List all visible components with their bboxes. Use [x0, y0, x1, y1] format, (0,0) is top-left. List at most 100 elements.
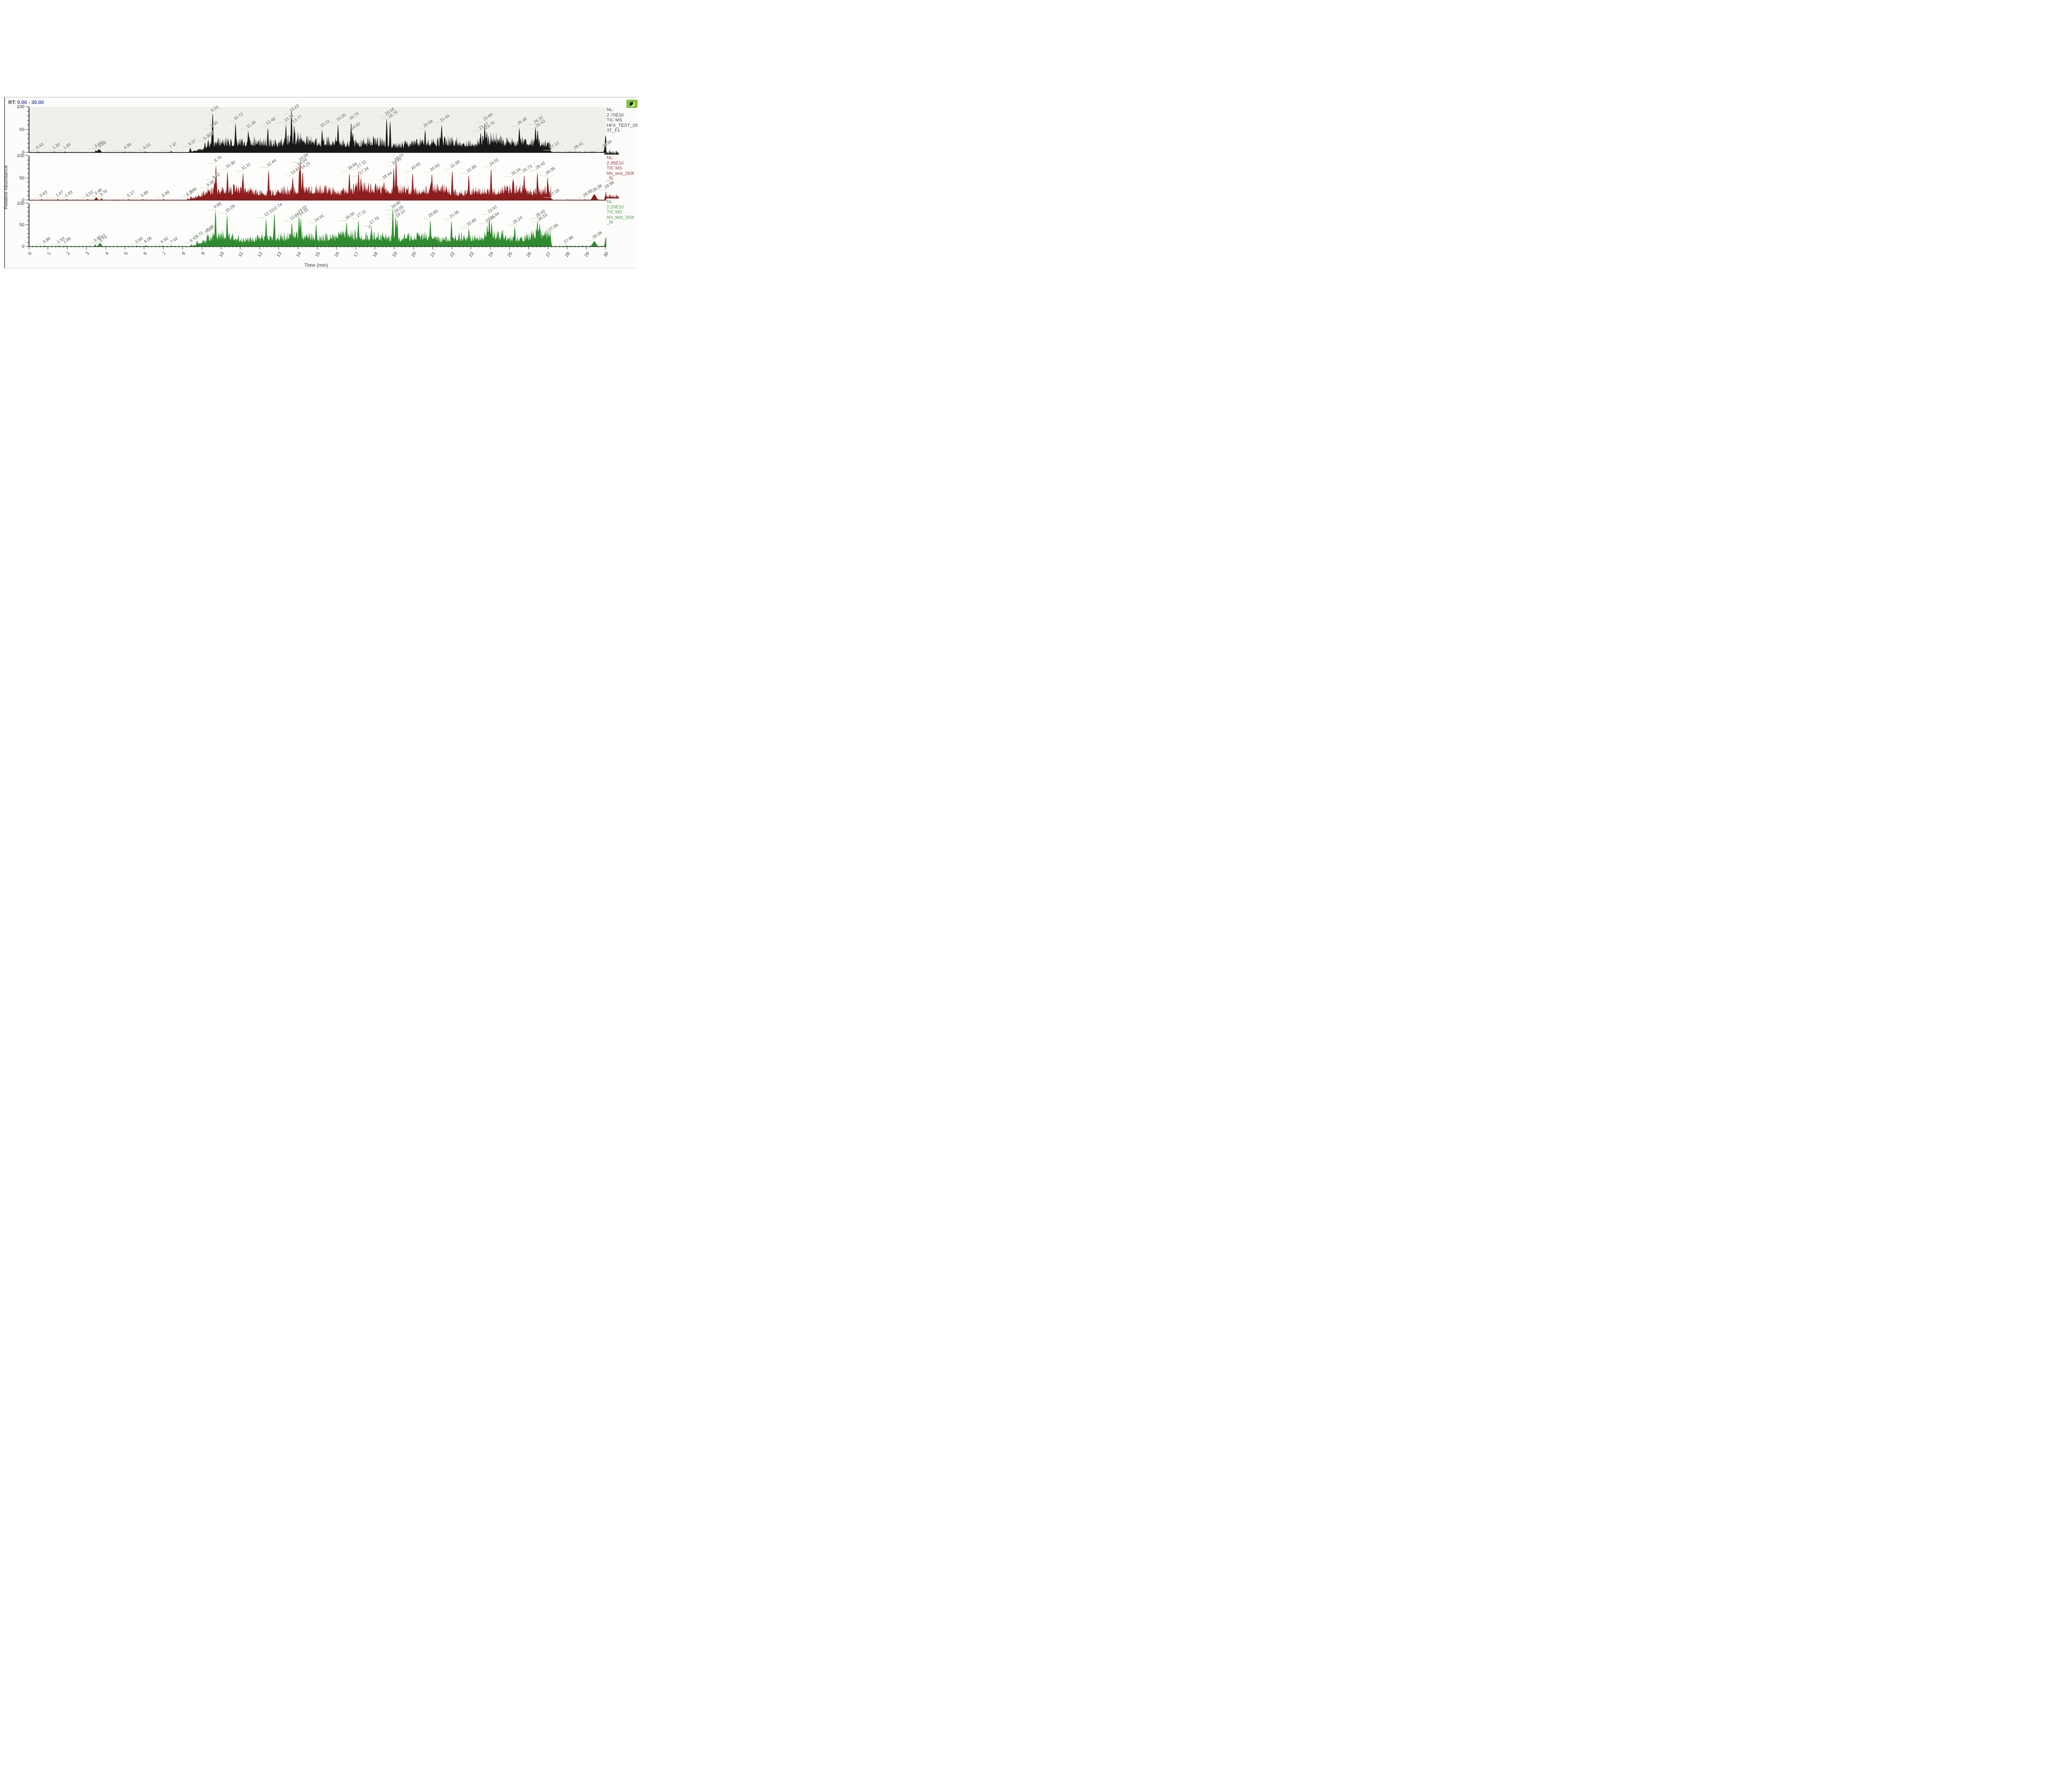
peak-label: 24.01: [489, 157, 500, 167]
x-tick: [190, 246, 191, 247]
tic-pane-1[interactable]: 0 50 100 0.43 1.30 1.85 3.46 3.61 3.69 4.99 6.01 7.…: [17, 104, 613, 155]
peak-leader-line: [422, 218, 430, 219]
peak-leader-line: [295, 170, 303, 171]
x-tick: [382, 246, 383, 247]
annotation-pane-1: NL: 2.70E10 TIC MS HFX_TEST_29 3T_F1: [607, 107, 637, 133]
peak-label: 1.47: [55, 189, 65, 198]
peak-leader-line: [286, 123, 294, 124]
x-tick: [263, 246, 264, 247]
peak-leader-line: [479, 223, 487, 224]
peak-label-layer: 0.80 1.53 1.86 3.43 3.67 3.73 5.60 6.06 6.92 7.42…: [29, 200, 606, 247]
x-tick-label: 27: [545, 251, 552, 258]
x-tick: [259, 246, 260, 249]
peak-label: 16.50: [344, 211, 356, 221]
y-tick-label: 50: [19, 127, 24, 132]
annotation-line: hfx_test_293t: [607, 171, 634, 176]
y-tick-label: 50: [19, 223, 24, 227]
x-axis-title: Time (min): [304, 262, 328, 268]
x-tick: [32, 246, 33, 247]
mini-chromatogram-glyph: [604, 150, 619, 155]
y-tick-label: 100: [17, 104, 24, 109]
x-tick: [544, 246, 545, 247]
tic-trace-1: [29, 110, 606, 152]
y-axis-title: Relative Abundance: [3, 165, 9, 210]
peak-leader-line: [529, 218, 537, 219]
peak-leader-line: [92, 241, 100, 242]
tic-trace-2: [29, 160, 606, 200]
y-tick: [26, 155, 29, 156]
peak-label: 29.38: [592, 184, 603, 193]
peak-label-layer: 0.63 1.47 1.93 3.02 3.48 3.75 5.17 5.89 6.99 8.25…: [29, 152, 615, 200]
x-tick: [82, 246, 83, 247]
x-tick: [432, 246, 433, 249]
peak-label: 1.30: [52, 142, 61, 150]
x-tick-label: 3: [85, 251, 91, 256]
x-tick-label: 28: [564, 251, 571, 258]
peak-label: 29.38: [592, 230, 603, 240]
peak-label: 23.68: [482, 112, 494, 122]
annotation-line: hfx_test_293t: [607, 215, 634, 220]
peak-label: 6.01: [142, 142, 152, 150]
x-tick: [367, 246, 368, 247]
x-tick: [136, 246, 137, 247]
peak-label: 13.69: [290, 166, 302, 176]
annotation-pane-3: NL: 2.20E10 TIC MS hfx_test_293t _f9: [607, 199, 637, 225]
peak-leader-line: [544, 197, 552, 198]
peak-label: 17.11: [356, 209, 367, 219]
x-tick: [428, 246, 429, 247]
y-tick-label: 0: [22, 198, 24, 203]
x-tick: [509, 246, 510, 249]
y-tick: [27, 120, 29, 121]
peak-label: 9.28: [205, 224, 215, 232]
peak-label: 1.93: [64, 189, 73, 198]
x-tick: [378, 246, 379, 247]
x-tick: [563, 246, 564, 247]
peak-label: 27.16: [549, 188, 561, 198]
annotation-line: _f9: [607, 220, 613, 225]
peak-label: 6.99: [161, 189, 171, 198]
x-tick-label: 6: [143, 251, 148, 256]
x-tick: [128, 246, 129, 247]
peak-label: 12.44: [266, 158, 278, 168]
x-tick-label: 2: [65, 251, 71, 256]
x-tick: [555, 246, 556, 247]
x-tick: [313, 246, 314, 247]
annotation-line: TIC MS: [607, 166, 622, 171]
peak-label: 9.70: [213, 155, 223, 164]
peak-label: 7.37: [168, 141, 178, 150]
x-tick: [590, 246, 591, 247]
mini-chromatogram-glyph: [604, 194, 619, 198]
peak-label: 4.99: [123, 142, 132, 150]
instrument-status-icon[interactable]: [627, 100, 637, 108]
x-tick: [36, 246, 37, 247]
peak-label: 10.28: [224, 204, 236, 213]
y-tick-label: 100: [17, 153, 24, 158]
x-tick: [586, 246, 587, 249]
peak-label: 20.58: [422, 119, 434, 128]
x-tick: [559, 246, 560, 247]
x-tick: [86, 246, 87, 249]
tic-pane-3[interactable]: 0 50 100 0.80 1.53 1.86 3.43 3.67 3.73 5.60 6.06 6.…: [17, 200, 606, 249]
peak-label: 9.62: [212, 172, 221, 180]
peak-label: 16.64: [347, 162, 358, 172]
peak-label: 10.30: [225, 160, 236, 170]
x-tick: [232, 246, 233, 247]
x-tick: [582, 246, 583, 247]
x-tick: [67, 246, 68, 249]
peak-label: 12.40: [265, 116, 277, 126]
tic-pane-2[interactable]: 0 50 100 0.63 1.47 1.93 3.02 3.48 3.75 5.17 5.89 6.…: [17, 152, 615, 203]
peak-label: 16.73: [349, 111, 360, 121]
peak-label: 10.72: [233, 112, 244, 122]
peak-label: 29.90: [602, 139, 613, 149]
x-tick-label: 13: [276, 251, 283, 258]
x-tick: [482, 246, 483, 247]
x-tick: [517, 246, 518, 247]
peak-label: 9.53: [210, 105, 220, 114]
x-tick-label: 4: [104, 251, 110, 256]
x-tick: [486, 246, 487, 247]
y-tick: [26, 129, 29, 130]
peak-label: 5.60: [134, 236, 144, 244]
peak-label: 11.11: [240, 162, 252, 172]
annotation-line: TIC MS: [607, 118, 622, 123]
peak-label: 26.42: [535, 161, 546, 171]
